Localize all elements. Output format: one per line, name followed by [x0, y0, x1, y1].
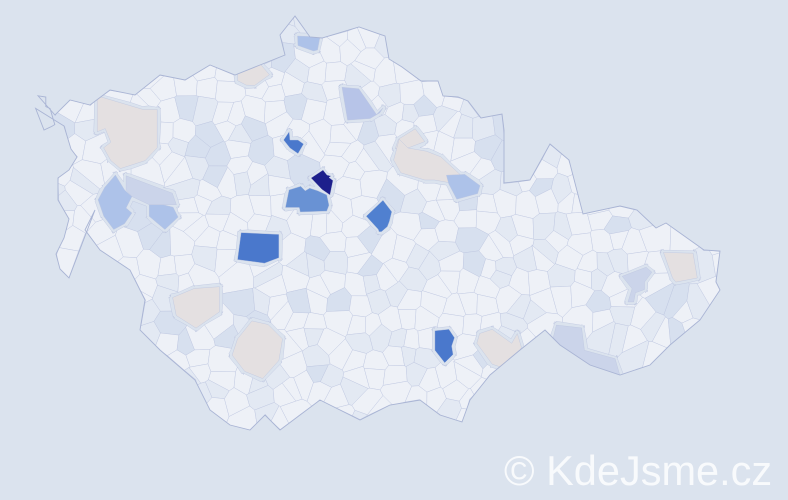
svg-text:© KdeJsme.cz: © KdeJsme.cz: [504, 447, 772, 494]
